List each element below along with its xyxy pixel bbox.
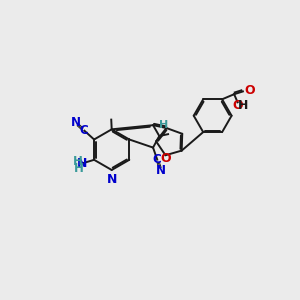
- Text: C: C: [80, 124, 88, 137]
- Text: H: H: [238, 99, 248, 112]
- Text: O: O: [160, 152, 171, 165]
- Text: H: H: [74, 162, 83, 175]
- Text: N: N: [106, 173, 117, 186]
- Text: H: H: [73, 155, 82, 168]
- Text: N: N: [71, 116, 81, 130]
- Text: N: N: [77, 157, 88, 170]
- Text: O: O: [232, 99, 243, 112]
- Text: H: H: [159, 120, 168, 130]
- Text: C: C: [153, 153, 162, 166]
- Text: O: O: [244, 84, 255, 97]
- Text: N: N: [156, 164, 166, 177]
